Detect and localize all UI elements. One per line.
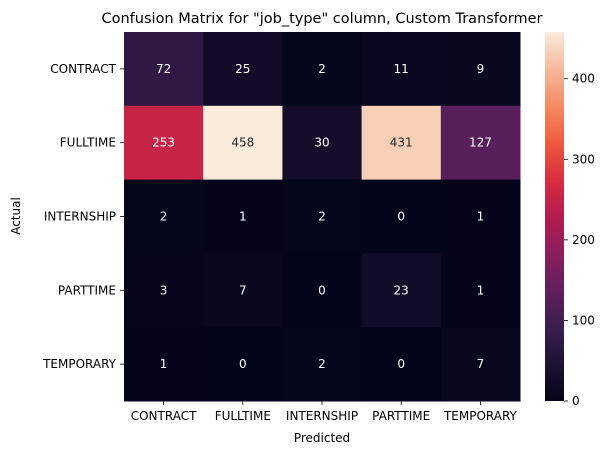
cell-value-label: 127 <box>469 136 492 150</box>
colorbar-ticks: 0 100 200 300 400 <box>564 72 595 408</box>
chart-title: Confusion Matrix for "job_type" column, … <box>102 11 543 27</box>
cell-value-label: 458 <box>231 136 254 150</box>
heatmap-cell <box>282 105 363 181</box>
heatmap-cell <box>203 253 283 328</box>
colorbar-tick-label: 100 <box>572 313 595 327</box>
heatmap-cell <box>203 327 283 402</box>
heatmap-cell <box>124 32 204 107</box>
cell-value-label: 1 <box>477 283 485 297</box>
colorbar-tick-label: 300 <box>572 152 595 166</box>
heatmap-cell <box>361 32 442 107</box>
cell-value-label: 0 <box>397 210 405 224</box>
heatmap-cell <box>282 179 363 254</box>
y-axis-label: Actual <box>9 197 23 235</box>
heatmap-cell <box>361 179 442 254</box>
heatmap-cell <box>203 32 283 107</box>
x-tick-label: FULLTIME <box>215 409 271 423</box>
cell-value-label: 2 <box>160 210 168 224</box>
cell-value-label: 253 <box>152 136 175 150</box>
cell-value-label: 431 <box>390 136 413 150</box>
cell-value-label: 7 <box>239 283 247 297</box>
heatmap-cells <box>124 32 521 402</box>
heatmap-cell <box>361 105 442 181</box>
cell-value-label: 2 <box>318 62 326 76</box>
colorbar-tick-label: 400 <box>572 72 595 86</box>
cell-value-label: 9 <box>477 62 485 76</box>
heatmap-cell <box>440 179 521 254</box>
cell-value-label: 2 <box>318 210 326 224</box>
heatmap-cell <box>124 253 204 328</box>
y-tick-label: INTERNSHIP <box>44 210 116 224</box>
cell-value-label: 1 <box>160 357 168 371</box>
colorbar <box>545 32 564 401</box>
x-tick-label: CONTRACT <box>131 409 197 423</box>
cell-value-label: 2 <box>318 357 326 371</box>
cell-value-label: 0 <box>318 283 326 297</box>
y-tick-label: TEMPORARY <box>42 357 117 371</box>
cell-value-label: 23 <box>394 283 409 297</box>
heatmap-cell <box>282 32 363 107</box>
cell-value-label: 72 <box>156 62 171 76</box>
heatmap-cell <box>440 105 521 181</box>
x-axis-ticks: CONTRACT FULLTIME INTERNSHIP PARTTIME TEMPOR… <box>131 401 518 423</box>
x-axis-label: Predicted <box>294 431 350 445</box>
y-axis-ticks: CONTRACT FULLTIME INTERNSHIP PARTTIME TEMPOR… <box>42 62 124 371</box>
heatmap-cell <box>440 327 521 402</box>
cell-value-label: 1 <box>239 210 247 224</box>
colorbar-tick-label: 200 <box>572 233 595 247</box>
heatmap-cell <box>282 327 363 402</box>
colorbar-tick-label: 0 <box>572 394 580 408</box>
cell-value-label: 3 <box>160 283 168 297</box>
y-tick-label: CONTRACT <box>50 62 116 76</box>
heatmap-cell <box>203 105 283 181</box>
x-tick-label: PARTTIME <box>372 409 430 423</box>
heatmap-cell <box>361 253 442 328</box>
cell-value-label: 7 <box>477 357 485 371</box>
cell-value-label: 25 <box>235 62 250 76</box>
cell-value-label: 1 <box>477 210 485 224</box>
heatmap-cell <box>124 327 204 402</box>
x-tick-label: TEMPORARY <box>443 409 518 423</box>
cell-value-label: 11 <box>394 62 409 76</box>
heatmap-cell <box>203 179 283 254</box>
heatmap-cell <box>282 253 363 328</box>
cell-value-label: 30 <box>314 136 329 150</box>
heatmap-cell <box>124 105 204 181</box>
y-tick-label: FULLTIME <box>60 136 116 150</box>
heatmap-cell <box>440 253 521 328</box>
heatmap-cell <box>124 179 204 254</box>
cell-value-label: 0 <box>239 357 247 371</box>
heatmap-cell <box>440 32 521 107</box>
heatmap-cell <box>361 327 442 402</box>
x-tick-label: INTERNSHIP <box>286 409 358 423</box>
y-tick-label: PARTTIME <box>58 283 116 297</box>
cell-value-label: 0 <box>397 357 405 371</box>
